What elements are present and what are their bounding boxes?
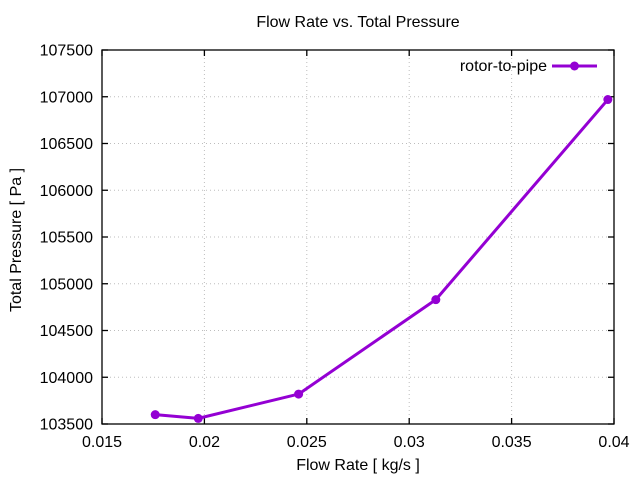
x-tick-label: 0.015 bbox=[82, 434, 122, 451]
y-tick-label: 107000 bbox=[40, 89, 93, 106]
legend-entry-label: rotor-to-pipe bbox=[459, 58, 547, 75]
series-marker bbox=[193, 413, 203, 423]
y-tick-label: 106500 bbox=[40, 136, 93, 153]
y-tick-label: 107500 bbox=[40, 43, 93, 60]
y-tick-label: 106000 bbox=[40, 183, 93, 200]
y-tick-label: 105000 bbox=[40, 276, 93, 293]
y-tick-label: 103500 bbox=[40, 417, 93, 434]
y-tick-label: 105500 bbox=[40, 230, 93, 247]
x-tick-label: 0.03 bbox=[394, 434, 425, 451]
x-tick-label: 0.02 bbox=[189, 434, 220, 451]
y-tick-label: 104500 bbox=[40, 323, 93, 340]
series-marker bbox=[431, 295, 441, 305]
series-marker bbox=[294, 389, 304, 399]
y-tick-label: 104000 bbox=[40, 370, 93, 387]
x-tick-label: 0.04 bbox=[598, 434, 629, 451]
x-tick-label: 0.025 bbox=[287, 434, 327, 451]
series-marker bbox=[603, 95, 613, 105]
chart-title: Flow Rate vs. Total Pressure bbox=[256, 14, 460, 31]
series-line bbox=[155, 98, 609, 420]
x-axis-label: Flow Rate [ kg/s ] bbox=[296, 457, 420, 474]
legend-sample-marker bbox=[570, 61, 579, 71]
x-tick-label: 0.035 bbox=[492, 434, 532, 451]
series-marker bbox=[150, 410, 160, 420]
y-axis-label-text: Total Pressure [ Pa ] bbox=[8, 167, 25, 313]
